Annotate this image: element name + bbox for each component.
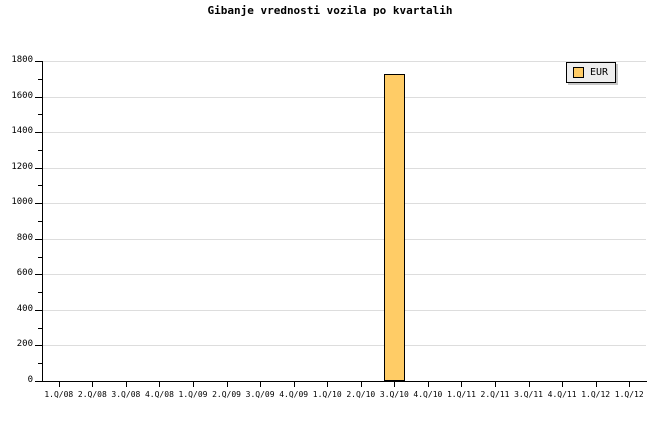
y-axis-tick-label: 1000 bbox=[11, 197, 33, 208]
x-axis-tick bbox=[59, 382, 60, 387]
x-axis-tick bbox=[193, 382, 194, 387]
gridline bbox=[42, 167, 646, 169]
y-axis-tick bbox=[35, 345, 42, 347]
x-axis-tick bbox=[495, 382, 496, 387]
x-axis-tick-label: 4.Q/11 bbox=[547, 390, 577, 399]
y-axis-tick bbox=[35, 238, 42, 240]
y-axis-tick bbox=[35, 61, 42, 62]
y-axis-tick-label: 1800 bbox=[11, 55, 33, 65]
x-axis-tick-label: 4.Q/09 bbox=[279, 390, 309, 399]
x-axis-tick-label: 3.Q/08 bbox=[111, 390, 141, 399]
y-axis-minor-tick bbox=[38, 185, 42, 187]
x-axis-tick-label: 2.Q/11 bbox=[480, 390, 510, 399]
x-axis-tick bbox=[260, 382, 261, 387]
x-axis-tick-label: 1.Q/11 bbox=[446, 390, 476, 399]
x-axis-line bbox=[42, 381, 647, 382]
y-axis-tick bbox=[35, 203, 42, 205]
x-axis-tick bbox=[529, 382, 530, 387]
gridline bbox=[42, 309, 646, 311]
x-axis-tick bbox=[428, 382, 429, 387]
y-axis-tick-label: 0 bbox=[27, 375, 33, 385]
y-axis-minor-tick bbox=[38, 292, 42, 294]
y-axis-labels: 0 200 400 600 800 1000 1200 1400 1600 1800 bbox=[0, 0, 33, 440]
gridline bbox=[42, 96, 646, 98]
y-axis-minor-tick bbox=[38, 114, 42, 116]
y-axis-minor-tick bbox=[38, 256, 42, 258]
y-axis-tick bbox=[35, 381, 42, 382]
x-axis-tick-label: 1.Q/08 bbox=[44, 390, 74, 399]
gridline bbox=[42, 238, 646, 240]
x-axis-tick-label: 4.Q/10 bbox=[413, 390, 443, 399]
x-axis-tick-label: 1.Q/10 bbox=[312, 390, 342, 399]
plot-area bbox=[42, 55, 646, 381]
y-axis-tick-label: 200 bbox=[16, 339, 33, 350]
gridline bbox=[42, 61, 646, 62]
y-axis-tick-label: 600 bbox=[16, 268, 33, 279]
y-axis-tick-label: 800 bbox=[16, 232, 33, 243]
x-axis-tick-label: 1.Q/12 bbox=[614, 390, 644, 399]
bar[interactable] bbox=[383, 74, 405, 381]
x-axis-tick bbox=[394, 382, 395, 387]
x-axis-tick-label: 1.Q/12 bbox=[581, 390, 611, 399]
legend-swatch-eur bbox=[573, 67, 584, 78]
x-axis-tick-label: 2.Q/10 bbox=[346, 390, 376, 399]
gridline bbox=[42, 274, 646, 276]
x-axis-tick-label: 2.Q/08 bbox=[77, 390, 107, 399]
x-axis-tick bbox=[159, 382, 160, 387]
y-axis-minor-tick bbox=[38, 78, 42, 80]
y-axis-line bbox=[42, 61, 43, 382]
y-axis-minor-tick bbox=[38, 149, 42, 151]
x-axis-tick bbox=[227, 382, 228, 387]
x-axis-tick-label: 3.Q/09 bbox=[245, 390, 275, 399]
chart-title: Gibanje vrednosti vozila po kvartalih bbox=[207, 4, 453, 17]
x-axis-tick bbox=[596, 382, 597, 387]
x-axis-tick bbox=[92, 382, 93, 387]
y-axis-minor-tick bbox=[38, 363, 42, 365]
x-axis-tick bbox=[629, 382, 630, 387]
x-axis-tick-label: 3.Q/10 bbox=[379, 390, 409, 399]
gridline bbox=[42, 203, 646, 205]
x-axis-tick bbox=[294, 382, 295, 387]
x-axis-tick-label: 1.Q/09 bbox=[178, 390, 208, 399]
y-axis-tick bbox=[35, 309, 42, 311]
x-axis-tick bbox=[327, 382, 328, 387]
y-axis-tick-label: 1600 bbox=[11, 90, 33, 101]
y-axis-tick bbox=[35, 96, 42, 98]
gridline bbox=[42, 345, 646, 347]
y-axis-tick bbox=[35, 167, 42, 169]
y-axis-minor-tick bbox=[38, 221, 42, 222]
y-axis-tick-label: 1200 bbox=[11, 161, 33, 172]
x-axis-tick-label: 4.Q/08 bbox=[144, 390, 174, 399]
chart-legend[interactable]: EUR bbox=[566, 62, 617, 83]
x-axis-tick-label: 3.Q/11 bbox=[514, 390, 543, 399]
y-axis-minor-tick bbox=[38, 327, 42, 329]
x-axis-tick bbox=[461, 382, 462, 387]
x-axis-tick bbox=[126, 382, 127, 387]
y-axis-tick bbox=[35, 274, 42, 276]
legend-label-eur: EUR bbox=[590, 67, 609, 78]
x-axis-tick bbox=[361, 382, 362, 387]
x-axis-tick bbox=[562, 382, 563, 387]
y-axis-tick bbox=[35, 132, 42, 134]
y-axis-tick-label: 1400 bbox=[11, 126, 33, 137]
gridline bbox=[42, 132, 646, 134]
y-axis-tick-label: 400 bbox=[16, 303, 33, 314]
x-axis-tick-label: 2.Q/09 bbox=[212, 390, 241, 399]
